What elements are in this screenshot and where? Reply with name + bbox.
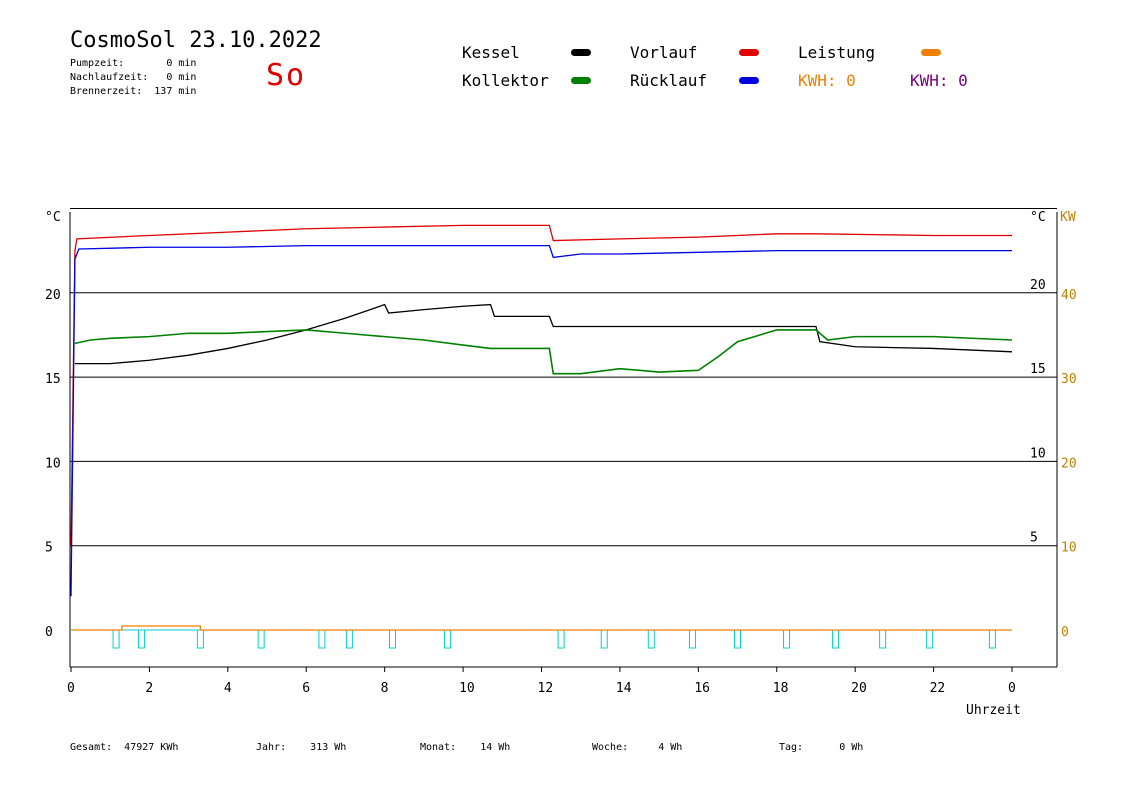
y-tick-label-right-power: 20 — [1061, 456, 1077, 471]
x-tick-label: 0 — [1008, 681, 1016, 696]
pump-pulse — [688, 629, 696, 649]
overrun-time: Nachlaufzeit: 0 min — [70, 72, 197, 83]
pump-pulse — [988, 629, 996, 649]
chart-title: CosmoSol 23.10.2022 — [70, 28, 322, 53]
kollektor-line — [74, 329, 1013, 375]
pump-pulse — [138, 629, 146, 649]
burner-time: Brennerzeit: 137 min — [70, 86, 197, 97]
y-tick-label-right-temp: 20 — [1030, 278, 1046, 293]
x-tick-label: 12 — [538, 681, 554, 696]
legend-vorlauf-swatch — [739, 49, 759, 56]
footer-woche: Woche: 4 Wh — [592, 742, 683, 753]
y-tick-label-right-power: 10 — [1061, 541, 1077, 556]
legend-kwh-orange: KWH: 0 — [798, 71, 856, 90]
leistung-line — [71, 625, 1012, 631]
y-tick-label-left: 15 — [45, 372, 61, 387]
x-tick-label: 0 — [67, 681, 75, 696]
x-tick-label: 2 — [145, 681, 153, 696]
legend-vorlauf-label: Vorlauf — [630, 43, 698, 62]
legend-leistung-label: Leistung — [798, 43, 876, 62]
x-tick-label: 4 — [224, 681, 232, 696]
footer-gesamt: Gesamt: 47927 KWh — [70, 742, 179, 753]
y-axis-label-left: °C — [45, 210, 61, 225]
legend-kwh-purple: KWH: 0 — [910, 71, 968, 90]
pump-pulse — [345, 629, 353, 649]
footer-monat: Monat: 14 Wh — [420, 742, 511, 753]
y-tick-label-right-temp: 15 — [1030, 362, 1046, 377]
y-tick-label-left: 5 — [45, 541, 53, 556]
y-axis-label-right-temp: °C — [1030, 210, 1046, 225]
x-tick-label: 18 — [773, 681, 789, 696]
vorlauf-line — [70, 224, 1012, 546]
ruecklauf-line — [70, 244, 1012, 597]
x-tick-label: 6 — [302, 681, 310, 696]
pump-pulse — [783, 629, 791, 649]
pump-pulse — [257, 629, 265, 649]
legend-ruecklauf-swatch — [739, 77, 759, 84]
pump-pulse — [196, 629, 204, 649]
y-tick-label-right-power: 40 — [1061, 288, 1077, 303]
pump-pulse — [879, 629, 887, 649]
pump-pulse — [443, 629, 451, 649]
legend-kollektor-swatch — [571, 77, 591, 84]
pump-pulse — [647, 629, 655, 649]
pump-pulse — [734, 629, 742, 649]
x-tick-label: 22 — [930, 681, 946, 696]
pump-pulse — [926, 629, 934, 649]
y-tick-label-left: 0 — [45, 625, 53, 640]
y-tick-label-right-power: 30 — [1061, 372, 1077, 387]
day-label: So — [266, 58, 307, 93]
y-tick-label-right-temp: 10 — [1030, 446, 1046, 461]
x-tick-label: 20 — [851, 681, 867, 696]
y-tick-label-left: 20 — [45, 288, 61, 303]
legend-leistung-swatch — [921, 49, 941, 56]
legend-kessel-label: Kessel — [462, 43, 520, 62]
x-tick-label: 8 — [381, 681, 389, 696]
kessel-line — [74, 303, 1013, 365]
pump-pulse — [112, 629, 120, 649]
pump-time: Pumpzeit: 0 min — [70, 58, 197, 69]
footer-jahr: Jahr: 313 Wh — [256, 742, 347, 753]
y-axis-label-right-power: KW — [1060, 210, 1076, 225]
x-tick-label: 16 — [694, 681, 710, 696]
footer-tag: Tag: 0 Wh — [779, 742, 864, 753]
y-tick-label-right-power: 0 — [1061, 625, 1069, 640]
x-axis-label: Uhrzeit — [966, 703, 1021, 718]
legend-kollektor-label: Kollektor — [462, 71, 549, 90]
y-tick-label-left: 10 — [45, 456, 61, 471]
legend-kessel-swatch — [571, 49, 591, 56]
pump-pulse — [389, 629, 397, 649]
pump-pulse — [832, 629, 840, 649]
x-tick-label: 10 — [459, 681, 475, 696]
x-tick-label: 14 — [616, 681, 632, 696]
pump-pulse — [557, 629, 565, 649]
legend-ruecklauf-label: Rücklauf — [630, 71, 708, 90]
pump-pulse — [318, 629, 326, 649]
pump-pulse — [600, 629, 608, 649]
y-tick-label-right-temp: 5 — [1030, 531, 1038, 546]
